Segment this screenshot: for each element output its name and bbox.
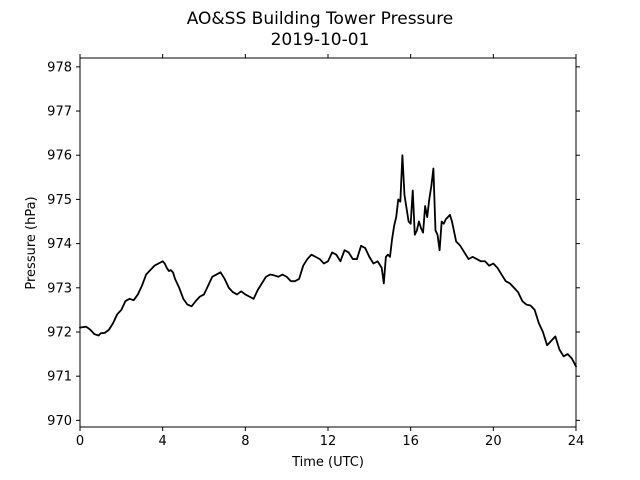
chart-subtitle: 2019-10-01	[271, 30, 370, 50]
x-tick-label: 24	[568, 434, 585, 449]
y-tick-label: 976	[47, 149, 72, 164]
chart-title: AO&SS Building Tower Pressure	[187, 9, 454, 29]
x-tick-label: 12	[320, 434, 337, 449]
plot-area: 0 4 8 12 16 20 24 970 971 972 973 974 975 976 977 978	[47, 54, 584, 449]
x-tick-label: 8	[241, 434, 249, 449]
x-tick-label: 20	[485, 434, 502, 449]
y-tick-label: 970	[47, 414, 72, 429]
y-tick-label: 978	[47, 60, 72, 75]
x-tick-label: 4	[159, 434, 167, 449]
y-tick-label: 973	[47, 281, 72, 296]
y-tick-label: 975	[47, 193, 72, 208]
y-tick-label: 977	[47, 105, 72, 120]
y-axis-label: Pressure (hPa)	[24, 196, 39, 289]
y-tick-label: 972	[47, 325, 72, 340]
x-tick-label: 0	[76, 434, 84, 449]
x-tick-label: 16	[402, 434, 419, 449]
series-line-0	[79, 154, 577, 368]
x-axis-label: Time (UTC)	[291, 455, 364, 470]
y-tick-label: 974	[47, 237, 72, 252]
y-tick-label: 971	[47, 370, 72, 385]
